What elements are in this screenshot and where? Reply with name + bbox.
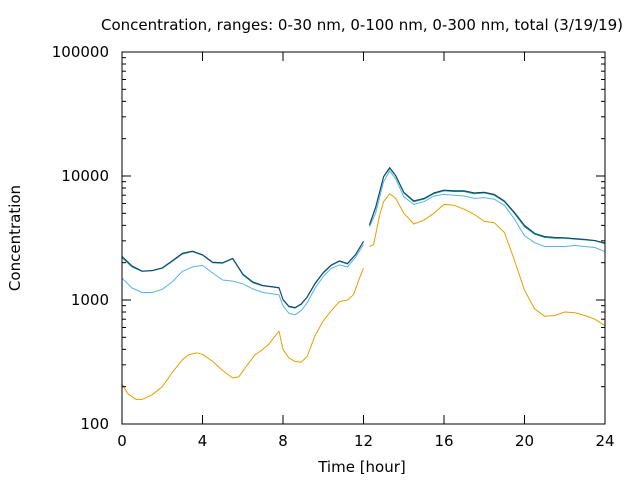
y-axis-label: Concentration xyxy=(6,185,24,291)
series-3-line-segment-1 xyxy=(121,241,364,309)
tick-layer: 0 4 8 12 16 20 24 100 1000 10000 100000 xyxy=(52,43,615,450)
chart-title: Concentration, ranges: 0-30 nm, 0-100 nm… xyxy=(101,16,623,34)
y-tick-label: 100000 xyxy=(52,43,109,61)
x-tick-label: 20 xyxy=(515,432,534,450)
series-layer xyxy=(121,167,606,400)
x-tick-label: 12 xyxy=(354,432,373,450)
y-tick-label: 1000 xyxy=(71,291,109,309)
x-axis-label: Time [hour] xyxy=(317,458,406,476)
x-tick-label: 4 xyxy=(198,432,208,450)
series-4-line-segment-2 xyxy=(369,167,606,244)
plot-frame xyxy=(121,51,606,425)
y-tick-label: 100 xyxy=(80,415,109,433)
x-tick-label: 8 xyxy=(278,432,288,450)
series-3-line-segment-2 xyxy=(369,168,606,245)
series-1-line-segment-1 xyxy=(121,268,364,400)
series-4-line-segment-1 xyxy=(121,240,364,308)
x-tick-label: 24 xyxy=(595,432,614,450)
y-tick-label: 10000 xyxy=(61,167,109,185)
series-2-line-segment-2 xyxy=(369,170,606,253)
series-2-line-segment-1 xyxy=(121,244,364,316)
x-tick-label: 0 xyxy=(117,432,127,450)
x-tick-label: 16 xyxy=(434,432,453,450)
series-1-line-segment-2 xyxy=(369,193,606,327)
